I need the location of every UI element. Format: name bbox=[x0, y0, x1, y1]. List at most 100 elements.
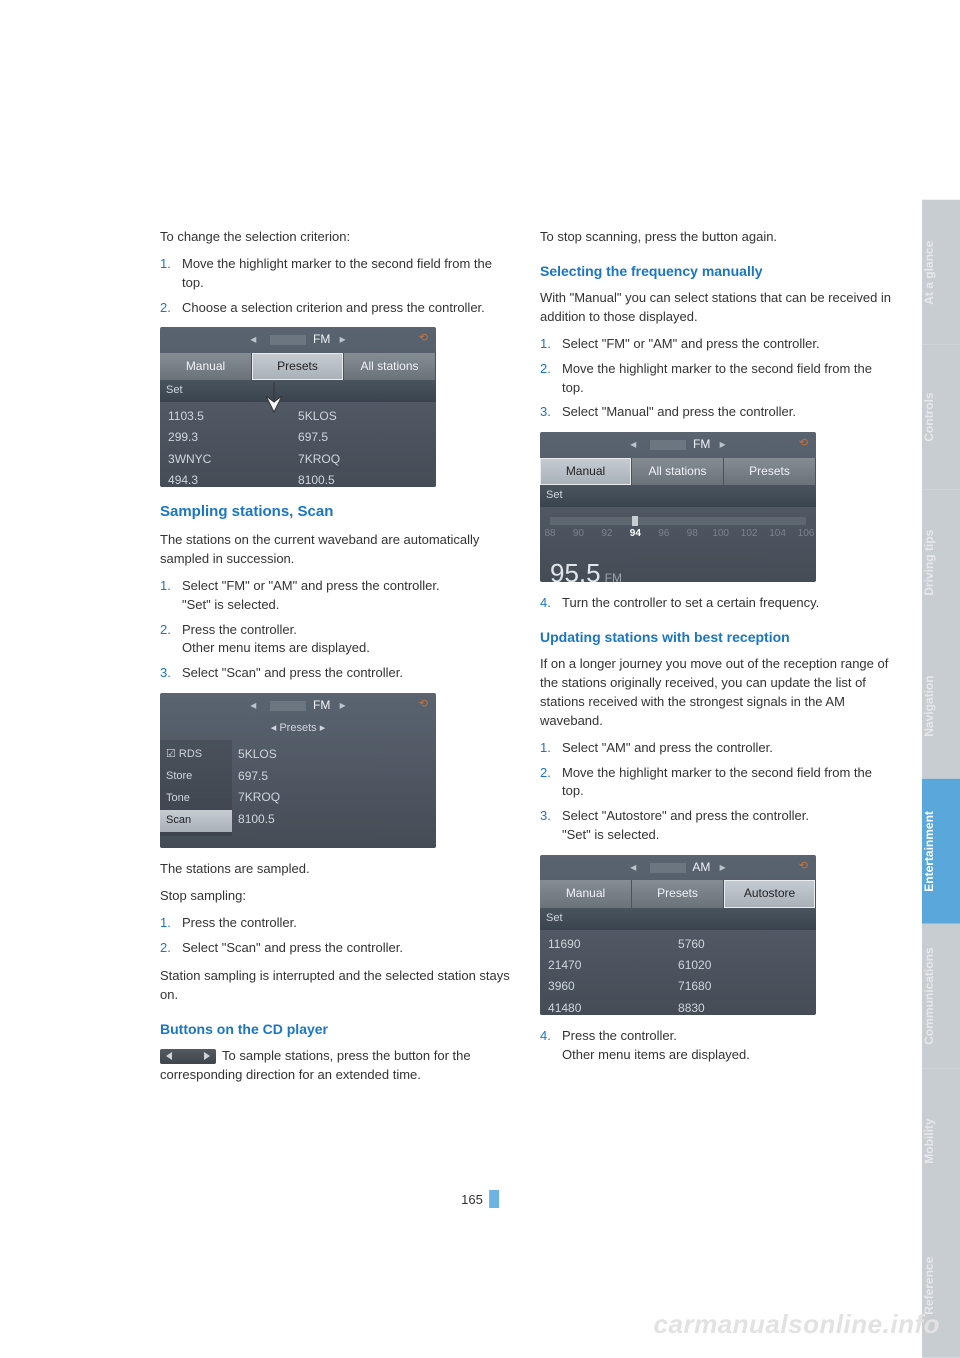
sidetab-driving-tips[interactable]: Driving tips bbox=[922, 490, 960, 635]
scale-label: 102 bbox=[741, 527, 758, 542]
step-text: Move the highlight marker to the second … bbox=[182, 255, 512, 293]
freq-display: 95.5FM bbox=[550, 551, 806, 582]
interrupt-text: Station sampling is interrupted and the … bbox=[160, 967, 512, 1005]
side-tabs: At a glanceControlsDriving tipsNavigatio… bbox=[922, 0, 960, 1358]
shot-header: ◂ FM ▸ ⟲ bbox=[540, 432, 816, 457]
dial-area: 889092949698100102104106 95.5FM bbox=[540, 507, 816, 582]
sidetab-at-a-glance[interactable]: At a glance bbox=[922, 200, 960, 345]
arrow-left-icon: ◂ bbox=[624, 860, 642, 874]
step-item: 2.Select "Scan" and press the controller… bbox=[160, 939, 512, 958]
intro-text: To change the selection criterion: bbox=[160, 228, 512, 247]
arrow-left-icon: ◂ bbox=[624, 437, 642, 451]
steps-3: 1.Press the controller.2.Select "Scan" a… bbox=[160, 914, 512, 958]
tab-all-stations: All stations bbox=[632, 458, 724, 485]
page: To change the selection criterion: 1.Mov… bbox=[0, 0, 960, 1358]
manual-text: With "Manual" you can select stations th… bbox=[540, 289, 892, 327]
steps-2: 1.Select "FM" or "AM" and press the cont… bbox=[160, 577, 512, 683]
step-text: Select "FM" or "AM" and press the contro… bbox=[182, 577, 512, 615]
update-text: If on a longer journey you move out of t… bbox=[540, 655, 892, 730]
page-number: 165 bbox=[461, 1190, 499, 1208]
arrow-left-icon: ◂ bbox=[271, 722, 277, 734]
step-text: Select "Manual" and press the controller… bbox=[562, 403, 892, 422]
panel-item-store: Store bbox=[160, 766, 232, 788]
step-item: 4.Press the controller. Other menu items… bbox=[540, 1027, 892, 1065]
step-text: Press the controller. Other menu items a… bbox=[562, 1027, 892, 1065]
home-icon: ⟲ bbox=[419, 697, 428, 713]
buttons-text: To sample stations, press the button for… bbox=[160, 1047, 512, 1085]
step-number: 3. bbox=[540, 403, 562, 422]
sampled-text: The stations are sampled. bbox=[160, 860, 512, 879]
scale-label: 106 bbox=[798, 527, 815, 542]
tab-manual: Manual bbox=[160, 353, 252, 380]
tab-manual: Manual bbox=[540, 880, 632, 907]
seek-button-icon bbox=[160, 1049, 216, 1064]
freq-unit: FM bbox=[605, 571, 622, 582]
sidetab-navigation[interactable]: Navigation bbox=[922, 634, 960, 779]
scale-label: 88 bbox=[544, 527, 555, 542]
step-text: Select "Autostore" and press the control… bbox=[562, 807, 892, 845]
sub-row: ◂ Presets ▸ bbox=[160, 718, 436, 740]
step-number: 1. bbox=[540, 335, 562, 354]
step-number: 2. bbox=[160, 621, 182, 659]
tab-row: ManualPresetsAll stations bbox=[160, 353, 436, 380]
step-item: 2.Move the highlight marker to the secon… bbox=[540, 764, 892, 802]
station-list: 1103.55KLOS299.3697.53WNYC7KROQ494.38100… bbox=[160, 402, 436, 487]
steps-5b: 4.Press the controller. Other menu items… bbox=[540, 1027, 892, 1065]
watermark: carmanualsonline.info bbox=[654, 1309, 940, 1340]
station-row: 1103.55KLOS bbox=[168, 406, 428, 427]
split-panel: ☑ RDSStoreToneScan 5KLOS697.57KROQ8100.5 bbox=[160, 740, 436, 836]
steps-1: 1.Move the highlight marker to the secon… bbox=[160, 255, 512, 318]
shot-header: ◂ FM ▸ ⟲ bbox=[160, 327, 436, 352]
sidetab-mobility[interactable]: Mobility bbox=[922, 1069, 960, 1214]
step-number: 1. bbox=[160, 914, 182, 933]
step-item: 4.Turn the controller to set a certain f… bbox=[540, 594, 892, 613]
shot-header: ◂ FM ▸ ⟲ bbox=[160, 693, 436, 718]
tab-all-stations: All stations bbox=[344, 353, 436, 380]
screenshot-autostore: ◂ AM ▸ ⟲ ManualPresetsAutostore Set 1169… bbox=[540, 855, 816, 1015]
screenshot-presets: ◂ FM ▸ ⟲ ManualPresetsAll stations Set 1… bbox=[160, 327, 436, 487]
step-text: Choose a selection criterion and press t… bbox=[182, 299, 512, 318]
scale-label: 98 bbox=[687, 527, 698, 542]
step-number: 1. bbox=[160, 255, 182, 293]
tab-row: ManualPresetsAutostore bbox=[540, 880, 816, 907]
step-item: 3.Select "Autostore" and press the contr… bbox=[540, 807, 892, 845]
panel-item-scan: Scan bbox=[160, 810, 232, 832]
step-item: 1.Select "FM" or "AM" and press the cont… bbox=[160, 577, 512, 615]
arrow-right-icon: ▸ bbox=[714, 860, 732, 874]
station-row: 116905760 bbox=[548, 934, 808, 955]
step-item: 1.Select "FM" or "AM" and press the cont… bbox=[540, 335, 892, 354]
stop-sampling-text: Stop sampling: bbox=[160, 887, 512, 906]
step-item: 1.Move the highlight marker to the secon… bbox=[160, 255, 512, 293]
home-box-icon bbox=[270, 335, 306, 345]
sidetab-communications[interactable]: Communications bbox=[922, 924, 960, 1069]
step-text: Select "AM" and press the controller. bbox=[562, 739, 892, 758]
sidetab-controls[interactable]: Controls bbox=[922, 345, 960, 490]
tab-presets: Presets bbox=[632, 880, 724, 907]
panel-item-tone: Tone bbox=[160, 788, 232, 810]
step-number: 4. bbox=[540, 1027, 562, 1065]
step-item: 3.Select "Scan" and press the controller… bbox=[160, 664, 512, 683]
step-number: 3. bbox=[540, 807, 562, 845]
step-number: 2. bbox=[160, 299, 182, 318]
step-text: Select "Scan" and press the controller. bbox=[182, 939, 512, 958]
steps-4: 1.Select "FM" or "AM" and press the cont… bbox=[540, 335, 892, 422]
station-row: 7KROQ bbox=[238, 787, 430, 808]
content-area: To change the selection criterion: 1.Mov… bbox=[0, 0, 922, 1358]
sidetab-entertainment[interactable]: Entertainment bbox=[922, 779, 960, 924]
step-number: 3. bbox=[160, 664, 182, 683]
shot-header: ◂ AM ▸ ⟲ bbox=[540, 855, 816, 880]
scale-label: 92 bbox=[601, 527, 612, 542]
home-icon: ⟲ bbox=[799, 436, 808, 452]
stop-scan-text: To stop scanning, press the button again… bbox=[540, 228, 892, 247]
band-label: AM bbox=[692, 860, 710, 874]
step-item: 2.Move the highlight marker to the secon… bbox=[540, 360, 892, 398]
arrow-right-icon: ▸ bbox=[714, 437, 732, 451]
arrow-right-icon: ▸ bbox=[334, 332, 352, 346]
set-bar: Set bbox=[540, 908, 816, 930]
sampling-text: The stations on the current waveband are… bbox=[160, 531, 512, 569]
panel-item-rds: ☑ RDS bbox=[160, 744, 232, 766]
tab-autostore: Autostore bbox=[724, 880, 816, 907]
screenshot-scan: ◂ FM ▸ ⟲ ◂ Presets ▸ ☑ RDSStoreToneScan … bbox=[160, 693, 436, 848]
screenshot-manual: ◂ FM ▸ ⟲ ManualAll stationsPresets Set 8… bbox=[540, 432, 816, 582]
band-label: FM bbox=[313, 332, 330, 346]
